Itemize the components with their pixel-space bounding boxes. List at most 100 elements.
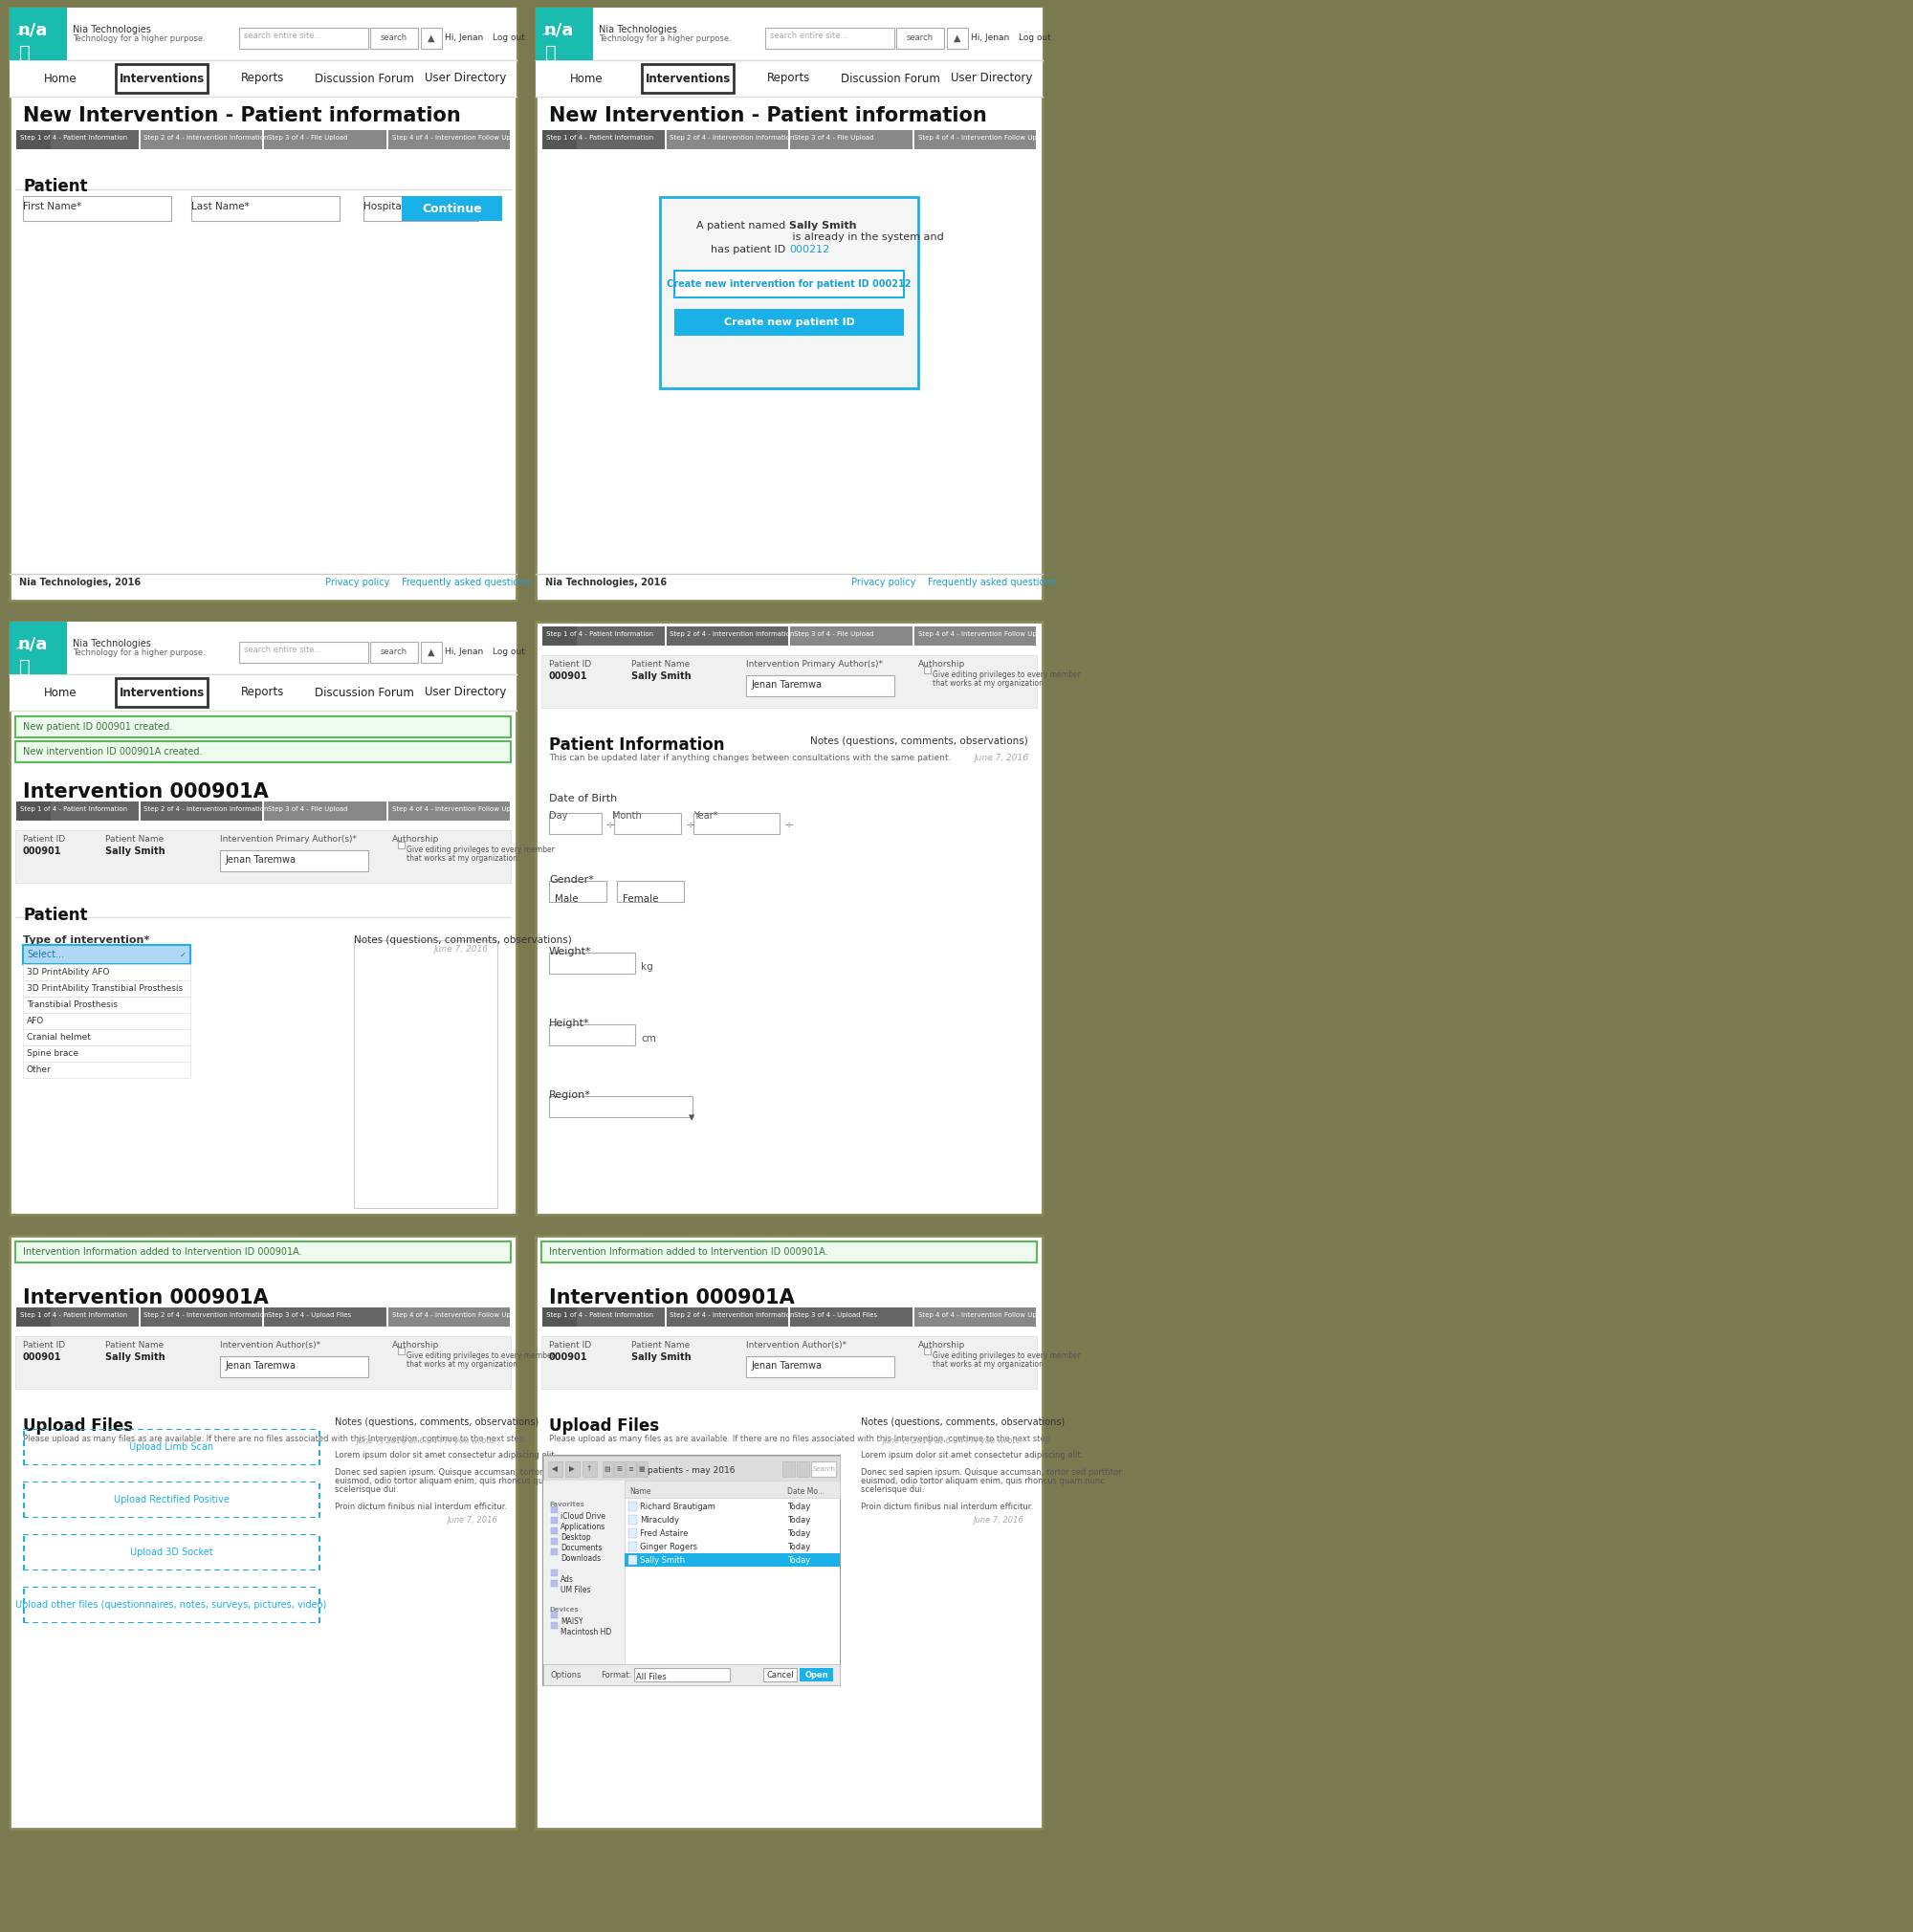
Bar [398, 1349, 406, 1354]
Bar [15, 1308, 138, 1327]
Text: Reports: Reports [241, 686, 285, 699]
Text: Upload Files: Upload Files [23, 1418, 134, 1435]
Text: Intervention 000901A: Intervention 000901A [23, 1289, 268, 1308]
Text: Patient ID: Patient ID [23, 1341, 65, 1350]
Bar [15, 129, 52, 149]
Text: Step 1 of 4 - Patient Information: Step 1 of 4 - Patient Information [547, 632, 654, 638]
Text: Type of intervention*: Type of intervention* [23, 935, 149, 945]
Text: Patient: Patient [23, 178, 88, 195]
Bar [363, 195, 478, 220]
Bar [388, 1308, 509, 1327]
Text: Intervention 000901A: Intervention 000901A [23, 782, 268, 802]
Text: Format:: Format: [601, 1671, 631, 1679]
Bar [23, 1030, 191, 1045]
Bar [666, 626, 788, 645]
Text: Step 4 of 4 - Intervention Follow Up: Step 4 of 4 - Intervention Follow Up [392, 806, 511, 811]
Text: ✓: ✓ [180, 951, 187, 960]
Bar [220, 850, 367, 871]
Text: Step 2 of 4 - Intervention Information: Step 2 of 4 - Intervention Information [670, 135, 796, 141]
Text: Reports: Reports [241, 71, 285, 85]
Text: Proin dictum finibus nial interdum efficitur.: Proin dictum finibus nial interdum effic… [861, 1503, 1033, 1511]
Text: AFO: AFO [27, 1016, 44, 1026]
Text: Today: Today [788, 1517, 811, 1524]
Bar [264, 129, 386, 149]
Text: Log out: Log out [494, 35, 524, 43]
Text: ⁀: ⁀ [543, 35, 555, 48]
Text: A patient named: A patient named [696, 220, 790, 230]
Text: Date Mo...: Date Mo... [788, 1488, 825, 1495]
Bar [536, 622, 1043, 1215]
Bar [15, 1242, 511, 1262]
Bar [115, 678, 207, 707]
Bar [23, 1012, 191, 1030]
Text: Step 3 of 4 - Upload Files: Step 3 of 4 - Upload Files [794, 1312, 878, 1318]
Text: Step 2 of 4 - Intervention Information: Step 2 of 4 - Intervention Information [670, 1312, 796, 1318]
Bar [23, 1482, 319, 1519]
Text: Sally Smith: Sally Smith [639, 1555, 685, 1565]
Text: Cancel: Cancel [767, 1671, 794, 1679]
Text: Name: Name [629, 1488, 650, 1495]
Text: ⁀: ⁀ [17, 649, 29, 663]
Bar [566, 1461, 580, 1476]
Bar [627, 1555, 637, 1565]
Bar [746, 1356, 895, 1378]
Text: Step 4 of 4 - Intervention Follow Up: Step 4 of 4 - Intervention Follow Up [918, 1312, 1037, 1318]
Bar [541, 655, 1037, 707]
Bar [763, 1667, 796, 1681]
Text: Day: Day [549, 811, 568, 821]
Text: Frequently asked questions: Frequently asked questions [402, 578, 530, 587]
Text: Sally Smith: Sally Smith [105, 846, 165, 856]
Bar [627, 1501, 637, 1511]
Text: Ads: Ads [561, 1575, 574, 1584]
Text: Patient Name: Patient Name [105, 1341, 165, 1350]
Text: Give editing privileges to every member: Give editing privileges to every member [406, 1352, 555, 1360]
Text: .: . [819, 245, 821, 255]
Text: Upload Files: Upload Files [549, 1418, 660, 1435]
Text: ◀: ◀ [553, 1464, 557, 1474]
Text: Last Name*: Last Name* [191, 201, 249, 211]
Bar [543, 626, 578, 645]
Text: is already in the system and: is already in the system and [790, 232, 943, 242]
Bar [536, 1236, 1043, 1830]
Bar [23, 1063, 191, 1078]
Text: n/a: n/a [17, 636, 48, 653]
Bar [23, 997, 191, 1012]
Text: n/a: n/a [17, 21, 48, 39]
Text: New Intervention - Patient information: New Intervention - Patient information [23, 106, 461, 126]
Text: Intervention Author(s)*: Intervention Author(s)* [746, 1341, 847, 1350]
Bar [543, 626, 664, 645]
Bar [536, 8, 1043, 601]
Text: ▾: ▾ [689, 1111, 694, 1124]
Text: has patient ID: has patient ID [712, 245, 790, 255]
Bar [673, 270, 905, 298]
Text: Intervention Information added to Intervention ID 000901A.: Intervention Information added to Interv… [23, 1248, 302, 1256]
Text: ⁀: ⁀ [17, 35, 29, 48]
Bar [398, 842, 406, 848]
Bar [23, 945, 191, 964]
Text: Patient ID: Patient ID [23, 835, 65, 844]
Text: ▶: ▶ [570, 1464, 574, 1474]
Text: Technology for a higher purpose.: Technology for a higher purpose. [73, 649, 205, 657]
Bar [543, 129, 664, 149]
Text: Sally Smith: Sally Smith [105, 1352, 165, 1362]
Text: Sally Smith: Sally Smith [790, 220, 857, 230]
Text: New Intervention - Patient information: New Intervention - Patient information [549, 106, 987, 126]
Text: Log out: Log out [494, 647, 524, 657]
Bar [551, 1569, 559, 1577]
Bar [15, 802, 52, 821]
Bar [549, 813, 601, 835]
Text: Step 4 of 4 - Intervention Follow Up: Step 4 of 4 - Intervention Follow Up [392, 1312, 511, 1318]
Text: Discussion Forum: Discussion Forum [316, 686, 413, 699]
Bar [541, 1337, 1037, 1389]
Text: that works at my organization.: that works at my organization. [934, 678, 1046, 688]
Bar [603, 1461, 612, 1476]
Bar [264, 802, 386, 821]
Text: iCloud Drive: iCloud Drive [561, 1513, 605, 1520]
Text: Please upload as many files as are available. If there are no files associated w: Please upload as many files as are avail… [549, 1435, 1052, 1443]
Bar [239, 641, 367, 663]
Text: Step 4 of 4 - Intervention Follow Up: Step 4 of 4 - Intervention Follow Up [918, 135, 1037, 141]
Bar [23, 1045, 191, 1063]
Bar [10, 8, 67, 60]
Text: Downloads: Downloads [561, 1553, 601, 1563]
Text: scelerisque dui.: scelerisque dui. [861, 1486, 924, 1493]
